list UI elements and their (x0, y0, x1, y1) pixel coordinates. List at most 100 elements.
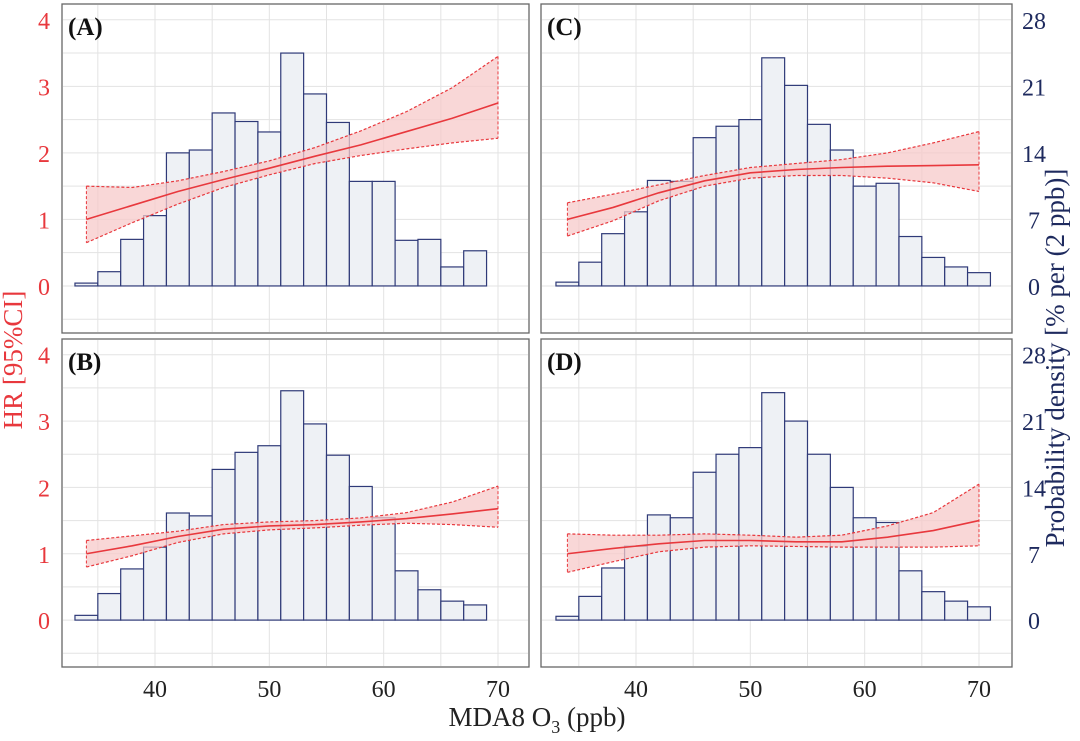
panel-frame (540, 3, 1013, 334)
histogram-bar (325, 454, 350, 621)
density-tick-label: 14 (1022, 142, 1046, 168)
histogram-bar (623, 211, 649, 287)
histogram-bar (715, 125, 740, 287)
hr-tick-label: 4 (38, 344, 50, 370)
x-tick-label: 60 (372, 677, 396, 703)
histogram-bar (371, 517, 396, 621)
panel-c: (C) 0 7 14 21 28 (540, 3, 1046, 334)
histogram-bar (188, 149, 213, 287)
hr-tick-label: 2 (38, 476, 50, 502)
panel-label: (D) (547, 349, 582, 376)
histogram-bar (601, 567, 626, 621)
histogram-bar (966, 606, 992, 621)
histogram-bar (463, 250, 488, 287)
histogram-bar (257, 445, 282, 621)
histogram (74, 52, 488, 287)
x-tick-label: 40 (143, 677, 167, 703)
histogram-bar (852, 185, 877, 287)
histogram-bar (417, 589, 442, 621)
histogram-bar (394, 239, 419, 287)
x-tick-label: 70 (967, 677, 991, 703)
hr-line (86, 102, 499, 221)
histogram (74, 390, 488, 621)
hr-ci-band (86, 56, 499, 243)
panel-label: (C) (547, 14, 582, 41)
histogram-bar (120, 568, 145, 621)
histogram-bar (784, 84, 809, 287)
histogram-bar (97, 271, 122, 287)
hr-tick-label: 1 (38, 543, 50, 569)
histogram-bar (806, 123, 831, 287)
panel-d: (D) 0 7 14 21 28 40 50 60 70 (540, 338, 1046, 703)
hr-ci-band (86, 486, 499, 568)
histogram-bar (394, 570, 419, 621)
histogram-bar (944, 600, 969, 621)
histogram-bar (738, 447, 763, 621)
histogram-bar (875, 182, 900, 287)
histogram (555, 392, 992, 621)
histogram-bar (371, 180, 396, 287)
density-tick-label: 28 (1022, 344, 1046, 370)
x-tick-label: 50 (257, 677, 281, 703)
hr-ci-band (567, 131, 979, 237)
x-axis-title-main: MDA8 O (449, 702, 552, 732)
histogram-bar (142, 215, 168, 287)
x-tick-label: 50 (738, 677, 762, 703)
histogram-bar (440, 600, 465, 621)
hr-tick-label: 4 (38, 9, 50, 35)
hr-tick-label: 1 (38, 208, 50, 234)
density-tick-label: 14 (1022, 476, 1046, 502)
histogram-bar (211, 468, 236, 621)
density-tick-label: 0 (1028, 275, 1040, 301)
histogram-bar (97, 592, 122, 621)
histogram-bar (463, 604, 488, 621)
histogram-bar (74, 614, 99, 621)
histogram-bar (944, 266, 969, 287)
panel-a: (A) 0 1 2 3 4 (38, 3, 530, 334)
panel-label: (A) (68, 14, 103, 41)
x-tick-label: 70 (486, 677, 510, 703)
histogram-bar (234, 120, 259, 287)
density-tick-label: 0 (1028, 609, 1040, 635)
histogram-bar (784, 420, 809, 621)
histogram-bar (646, 514, 671, 621)
hr-ci-upper-line (567, 483, 980, 538)
panel-frame (61, 3, 530, 334)
hr-line (567, 164, 980, 221)
histogram-bar (74, 282, 99, 287)
histogram-bar (601, 233, 626, 287)
hr-ci-upper-line (86, 55, 499, 189)
histogram-bar (303, 93, 328, 287)
hr-line (567, 519, 980, 555)
density-tick-label: 21 (1022, 410, 1046, 436)
histogram-bar (142, 546, 168, 621)
hr-ci-upper-line (567, 130, 980, 204)
x-tick-label: 40 (624, 677, 648, 703)
hr-line (86, 507, 499, 555)
histogram-bar (761, 392, 786, 621)
histogram-bar (257, 131, 282, 287)
histogram-bar (165, 512, 190, 621)
right-axis-title: Probability density [% per (2 ppb)] (1040, 169, 1070, 548)
histogram-bar (829, 486, 854, 621)
panel-frame (61, 338, 530, 668)
histogram-bar (669, 517, 694, 621)
hr-tick-label: 3 (38, 75, 50, 101)
histogram-bar (669, 180, 694, 287)
histogram-bar (348, 180, 373, 287)
panel-label: (B) (68, 349, 101, 376)
density-tick-label: 7 (1028, 208, 1040, 234)
panel-frame (540, 338, 1013, 668)
density-tick-label: 28 (1022, 9, 1046, 35)
hr-ci-lower-line (567, 174, 980, 237)
left-axis-title: HR [95%CI] (0, 291, 28, 430)
x-axis-title: MDA8 O3 (ppb) (449, 702, 626, 737)
histogram-bar (440, 266, 465, 287)
density-tick-label: 7 (1028, 543, 1040, 569)
histogram-bar (921, 591, 946, 621)
hr-tick-label: 2 (38, 142, 50, 168)
histogram-bar (578, 261, 603, 287)
x-axis-title-unit: (ppb) (560, 702, 625, 732)
density-tick-label: 21 (1022, 75, 1046, 101)
